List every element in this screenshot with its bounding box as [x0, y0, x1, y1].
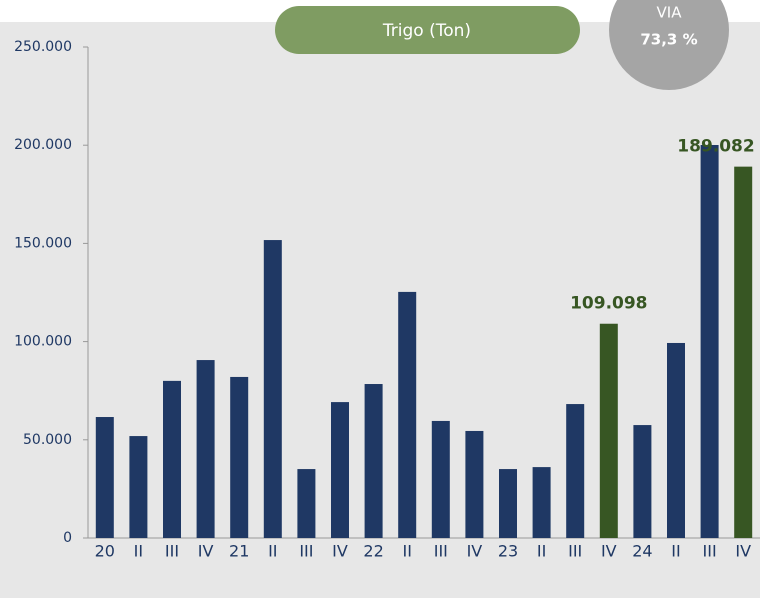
- x-tick-label: III: [299, 542, 313, 561]
- x-tick-label: 20: [95, 542, 115, 561]
- x-tick-label: II: [134, 542, 143, 561]
- x-tick-label: III: [165, 542, 179, 561]
- bar: [431, 420, 450, 538]
- badge-label: VIA: [657, 4, 683, 22]
- x-tick-label: IV: [467, 542, 483, 561]
- x-tick-label: III: [434, 542, 448, 561]
- x-tick-label: 23: [498, 542, 518, 561]
- bar: [734, 166, 753, 538]
- bar: [163, 380, 181, 538]
- bar: [667, 342, 685, 538]
- y-tick-label: 150.000: [14, 235, 72, 251]
- badge-circle: [609, 0, 729, 90]
- y-tick-label: 100.000: [14, 334, 72, 350]
- bar: [499, 469, 517, 538]
- bar: [398, 291, 417, 538]
- x-tick-label: IV: [735, 542, 751, 561]
- x-tick-label: II: [671, 542, 680, 561]
- bar: [230, 376, 249, 538]
- badge-value: 73,3 %: [640, 31, 697, 49]
- x-tick-label: IV: [601, 542, 617, 561]
- x-tick-label: 22: [363, 542, 383, 561]
- chart-title: Trigo (Ton): [382, 21, 471, 41]
- bar: [331, 402, 349, 538]
- bar: [297, 469, 316, 538]
- x-tick-label: IV: [198, 542, 214, 561]
- bar: [599, 323, 618, 538]
- bar: [465, 430, 484, 538]
- y-tick-label: 0: [63, 530, 72, 546]
- x-tick-label: III: [568, 542, 582, 561]
- value-label: 189.082: [677, 137, 754, 157]
- x-tick-label: II: [268, 542, 277, 561]
- y-tick-label: 250.000: [14, 39, 72, 55]
- value-label: 109.098: [570, 294, 647, 314]
- x-tick-label: II: [402, 542, 411, 561]
- bar: [95, 417, 114, 538]
- x-tick-label: 21: [229, 542, 249, 561]
- bar: [364, 384, 383, 538]
- bar: [263, 240, 282, 538]
- x-tick-label: IV: [332, 542, 348, 561]
- y-tick-label: 200.000: [14, 137, 72, 153]
- bar: [532, 467, 551, 538]
- x-tick-label: III: [703, 542, 717, 561]
- y-tick-label: 50.000: [23, 432, 72, 448]
- bar: [700, 145, 719, 538]
- bar: [129, 436, 148, 538]
- x-tick-label: 24: [632, 542, 652, 561]
- bar: [633, 425, 652, 538]
- bar: [566, 404, 585, 538]
- title-pill: [275, 6, 580, 54]
- x-tick-label: II: [537, 542, 546, 561]
- bar: [196, 360, 215, 538]
